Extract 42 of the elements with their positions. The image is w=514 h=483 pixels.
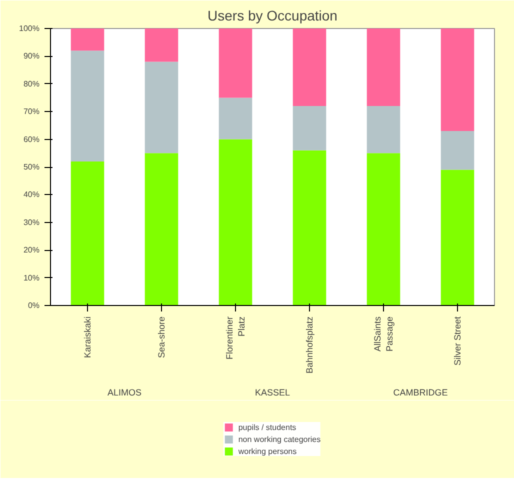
y-tick-label: 60%: [23, 134, 40, 144]
x-tick-label: Karaiskaki: [82, 316, 92, 358]
legend-label: pupils / students: [238, 422, 296, 432]
y-tick-label: 100%: [19, 24, 40, 33]
x-tick-label: AllSaints Passage: [372, 316, 394, 352]
bar: [218, 28, 252, 98]
bar: [144, 28, 178, 62]
y-tick-label: 30%: [23, 218, 40, 227]
bar: [144, 153, 178, 306]
chart-title: Users by Occupation: [208, 8, 338, 24]
text: ALIMOS: [107, 388, 142, 398]
x-tick-label: Sea-shore: [156, 316, 166, 358]
bar: [292, 106, 326, 150]
bar: [440, 170, 474, 306]
text: KASSEL: [254, 388, 290, 398]
legend-label: working persons: [238, 446, 297, 456]
x-tick-label: Bahnhofsplatz: [304, 316, 314, 374]
y-tick-label: 40%: [23, 190, 40, 200]
y-tick-label: 10%: [23, 273, 40, 282]
y-tick-label: 20%: [23, 246, 40, 255]
y-tick-label: 90%: [23, 52, 40, 61]
y-tick-label: 50%: [23, 162, 40, 172]
bar: [218, 139, 252, 306]
y-tick-label: 70%: [23, 107, 40, 116]
bar: [366, 153, 400, 306]
bar: [440, 130, 474, 170]
x-tick-label: Silver Street: [452, 316, 462, 366]
bar: [440, 28, 474, 131]
text: CAMBRIDGE: [393, 388, 448, 398]
bar: [144, 62, 178, 154]
bar: [366, 106, 400, 154]
bar: [366, 28, 400, 106]
bar: [292, 150, 326, 306]
legend-label: non working categories: [238, 434, 321, 444]
bar: [292, 28, 326, 106]
x-tick-label: Florentiner Platz: [224, 316, 246, 360]
y-tick-label: 80%: [23, 79, 40, 88]
y-tick-label: 0%: [28, 301, 40, 310]
bar: [218, 98, 252, 140]
bar: [70, 161, 104, 306]
bar: [70, 50, 104, 162]
bar: [70, 28, 104, 51]
